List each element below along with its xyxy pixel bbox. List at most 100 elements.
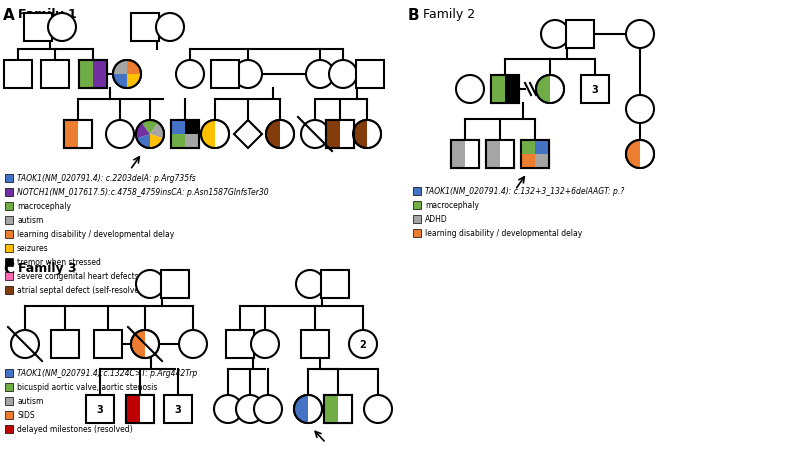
Bar [126,395,154,423]
Bar [5,216,13,225]
Bar [41,61,69,89]
Circle shape [294,395,322,423]
Bar [171,135,185,149]
Bar [171,121,185,135]
Bar [171,121,199,149]
Bar [94,330,122,358]
Text: 3: 3 [97,404,103,414]
Circle shape [254,395,282,423]
Bar [5,397,13,405]
Bar [581,76,609,104]
Bar [131,14,159,42]
Bar [5,383,13,391]
Bar [324,395,352,423]
Bar [5,258,13,267]
Bar [5,425,13,433]
Bar [505,76,519,104]
Text: bicuspid aortic valve, aortic stenosis: bicuspid aortic valve, aortic stenosis [17,382,158,391]
Circle shape [251,330,279,358]
Wedge shape [215,121,229,149]
Wedge shape [127,75,141,89]
Text: 3: 3 [592,85,598,95]
Circle shape [329,61,357,89]
Text: A: A [3,8,14,23]
Bar [126,395,154,423]
Circle shape [214,395,242,423]
Bar [93,61,107,89]
Text: tremor when stressed: tremor when stressed [17,258,101,267]
Circle shape [48,14,76,42]
Text: autism: autism [17,396,43,405]
Wedge shape [201,121,215,149]
Circle shape [236,395,264,423]
Bar [486,141,514,169]
Bar [535,155,549,169]
Circle shape [201,121,229,149]
Text: delayed milestones (resolved): delayed milestones (resolved) [17,424,133,433]
Wedge shape [550,76,564,104]
Wedge shape [127,61,141,75]
Bar [185,121,199,135]
Circle shape [536,76,564,104]
Bar [321,271,349,299]
Bar [465,141,479,169]
Text: Family 3: Family 3 [18,262,77,274]
Bar [211,61,239,89]
Text: SIDS: SIDS [17,410,34,419]
Bar [451,141,465,169]
Bar [64,121,78,149]
Wedge shape [145,330,159,358]
Circle shape [179,330,207,358]
Wedge shape [131,330,145,358]
Text: NOTCH1(NM_017617.5):c.4758_4759insCA: p.Asn1587GlnfsTer30: NOTCH1(NM_017617.5):c.4758_4759insCA: p.… [17,188,269,197]
Text: ADHD: ADHD [425,215,448,224]
Bar [491,76,519,104]
Circle shape [301,121,329,149]
Bar [324,395,352,423]
Circle shape [349,330,377,358]
Bar [171,121,199,149]
Wedge shape [308,395,322,423]
Text: seizures: seizures [17,244,49,253]
Bar [521,141,535,155]
Circle shape [296,271,324,299]
Bar [4,61,32,89]
Circle shape [11,330,39,358]
Bar [521,155,535,169]
Bar [5,202,13,211]
Circle shape [364,395,392,423]
Wedge shape [142,121,158,135]
Bar [5,286,13,295]
Bar [326,121,354,149]
Bar [5,272,13,281]
Text: Family 1: Family 1 [18,8,77,21]
Bar [486,141,500,169]
Bar [340,121,354,149]
Text: macrocephaly: macrocephaly [17,202,71,211]
Wedge shape [113,75,127,89]
Bar [5,175,13,183]
Text: learning disability / developmental delay: learning disability / developmental dela… [17,230,174,239]
Bar [356,61,384,89]
Wedge shape [266,121,280,149]
Text: autism: autism [17,216,43,225]
Text: C: C [3,262,14,276]
Bar [64,121,92,149]
Bar [78,121,92,149]
Bar [5,230,13,239]
Bar [64,121,92,149]
Wedge shape [626,141,640,169]
Circle shape [626,21,654,49]
Bar [5,244,13,253]
Wedge shape [367,121,381,149]
Bar [326,121,354,149]
Bar [5,369,13,377]
Bar [185,135,199,149]
Wedge shape [353,121,367,149]
Wedge shape [536,76,550,104]
Bar [535,141,549,155]
Bar [226,330,254,358]
Text: learning disability / developmental delay: learning disability / developmental dela… [425,229,582,238]
Wedge shape [113,61,127,75]
Bar [486,141,514,169]
